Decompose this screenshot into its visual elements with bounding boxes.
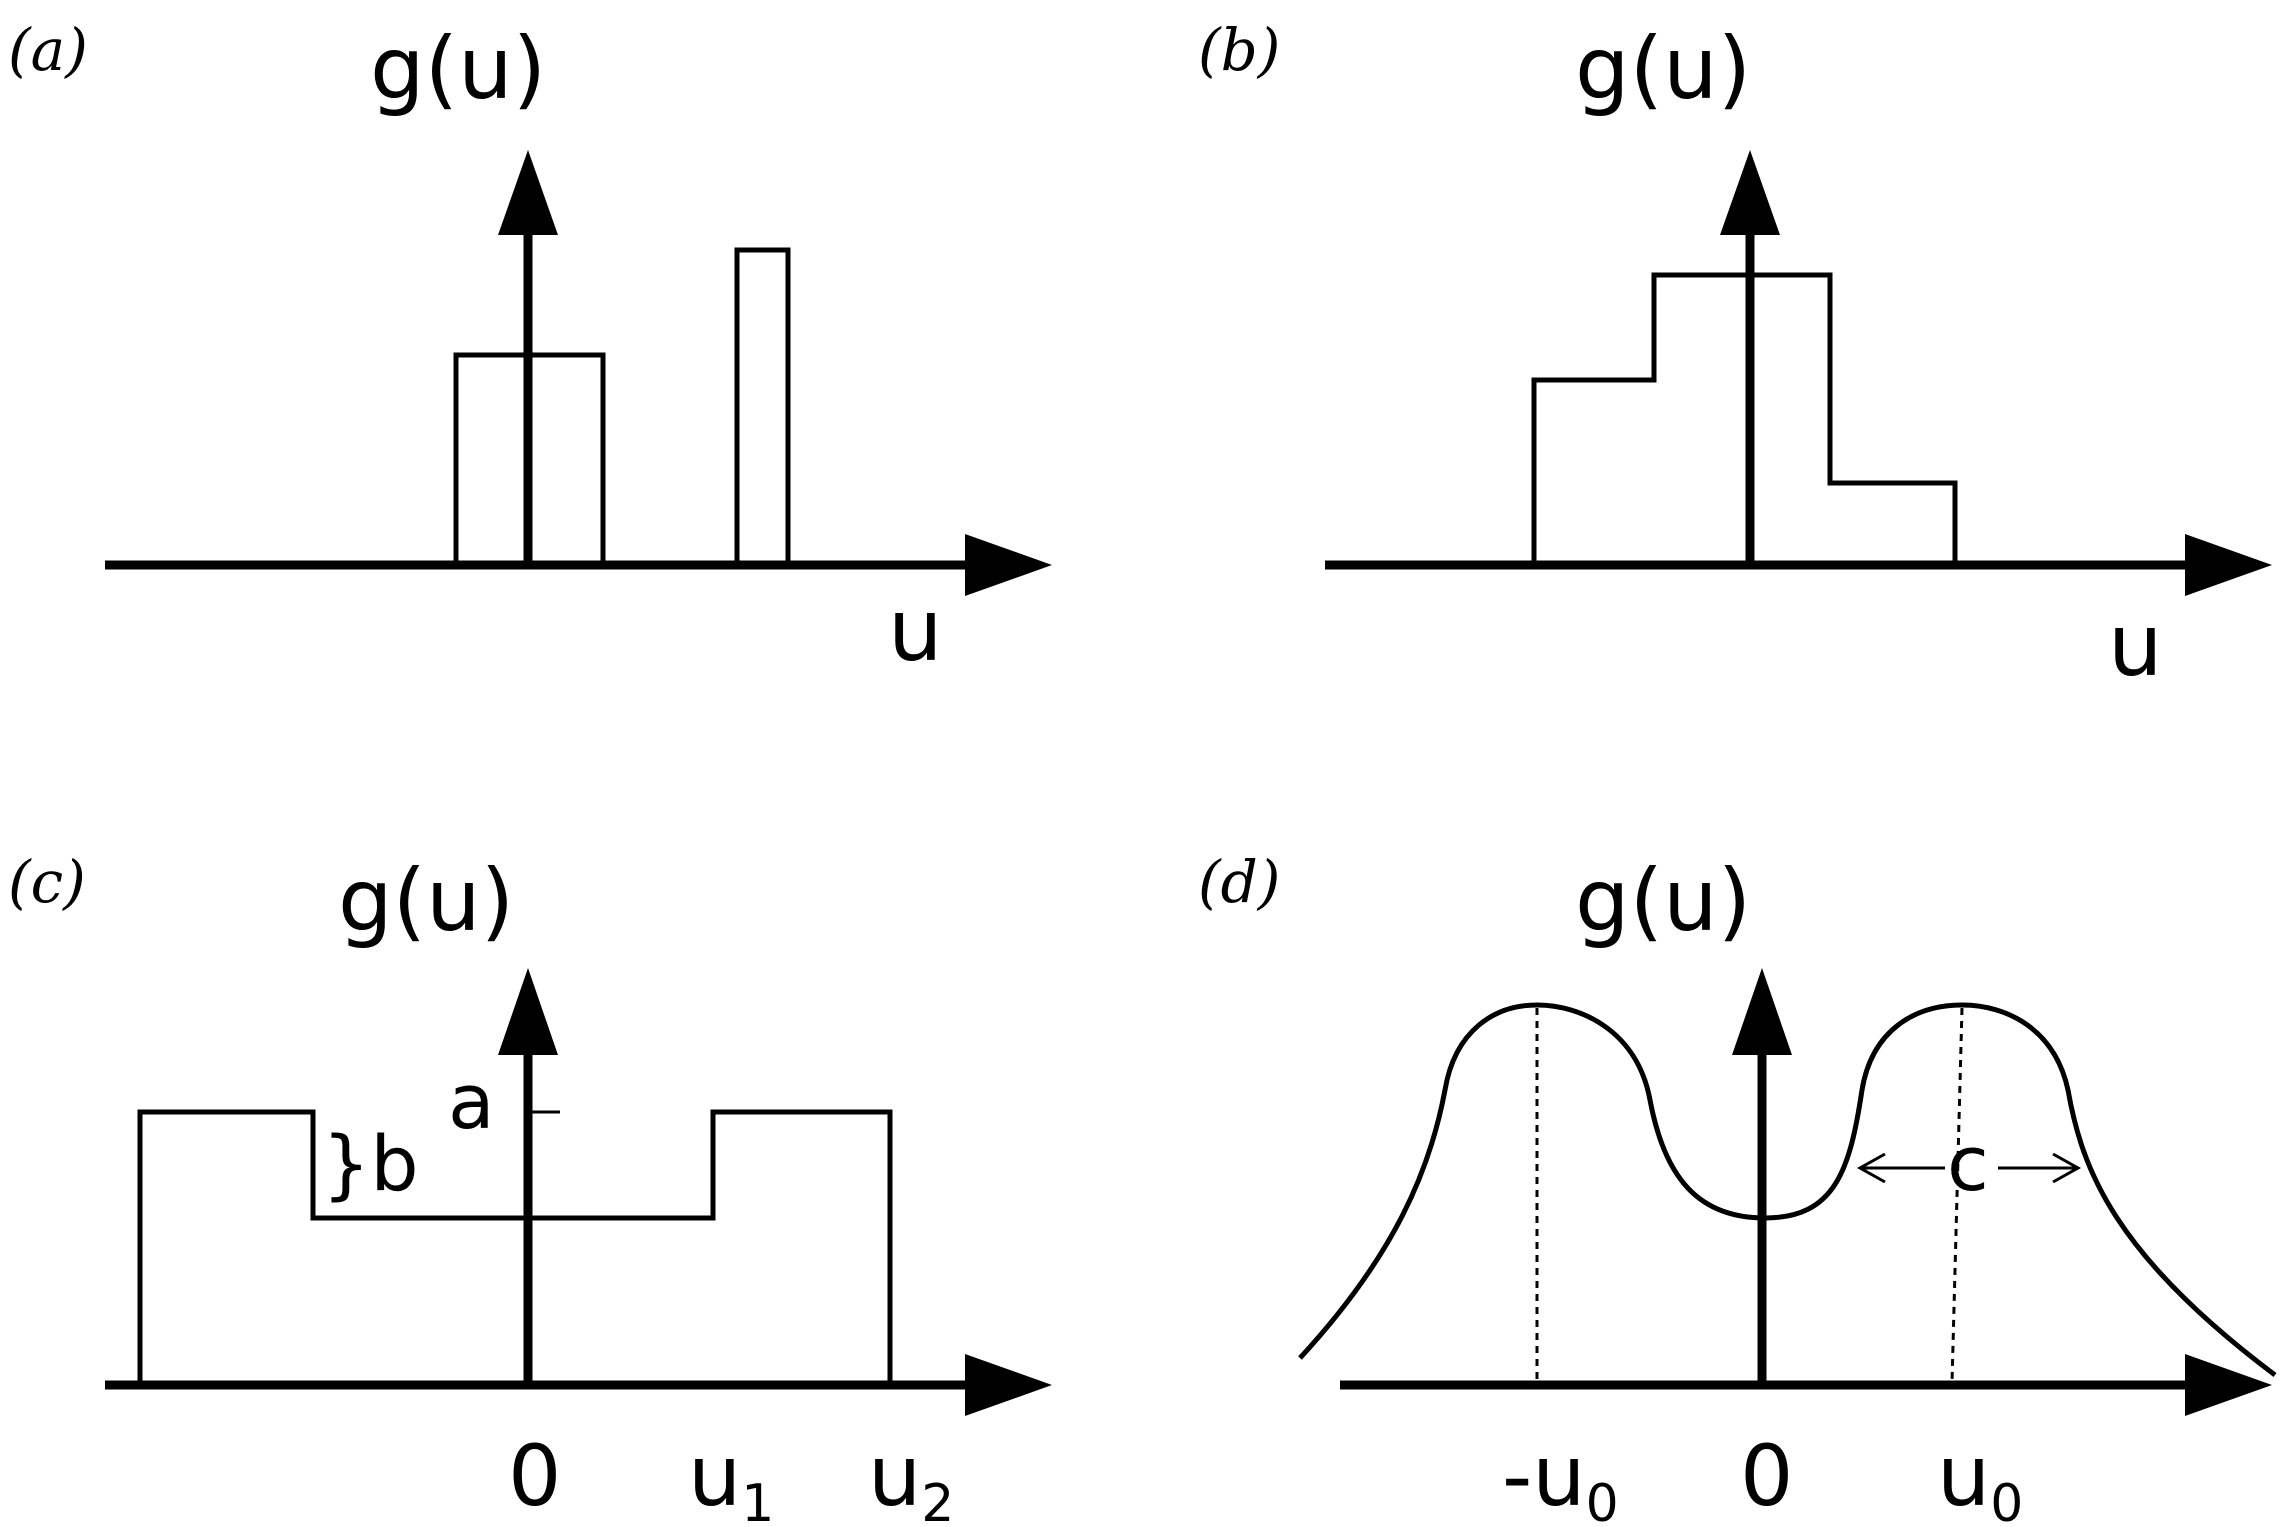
panel-a-tag: (a) bbox=[8, 16, 88, 84]
panel-c-y-label: g(u) bbox=[338, 851, 514, 951]
panel-b-x-label: u bbox=[2108, 596, 2163, 696]
panel-d-y-arrowhead bbox=[1732, 968, 1792, 1055]
panel-c-y-arrowhead bbox=[498, 968, 558, 1055]
panel-d-x-arrowhead bbox=[2185, 1354, 2272, 1416]
panel-a-y-arrowhead bbox=[498, 150, 558, 235]
panel-d-double-hump-curve bbox=[1298, 1002, 2277, 1377]
panel-d-guide-u0 bbox=[1950, 1007, 1964, 1384]
panel-c-tick-u1-sub: 1 bbox=[741, 1474, 774, 1527]
panel-a-x-label: u bbox=[888, 581, 943, 681]
panel-d-tick-u0-base: u bbox=[1937, 1427, 1990, 1525]
panel-c-tick-0: 0 bbox=[508, 1427, 561, 1525]
panel-a-x-arrowhead bbox=[965, 534, 1052, 596]
panel-a: (a) g(u) u bbox=[8, 16, 1052, 681]
panel-b: (b) g(u) u bbox=[1198, 16, 2272, 696]
panel-d-tick-u0-sub: 0 bbox=[1990, 1474, 2023, 1527]
panel-c-tick-u2-base: u bbox=[868, 1427, 921, 1525]
panel-d-label-c: c bbox=[1947, 1119, 1989, 1208]
panel-b-y-arrowhead bbox=[1720, 150, 1780, 235]
panel-b-tag: (b) bbox=[1198, 16, 1280, 84]
panel-b-x-arrowhead bbox=[2185, 534, 2272, 596]
panel-a-narrow-rectangle bbox=[734, 247, 791, 565]
panel-a-y-label: g(u) bbox=[370, 19, 546, 119]
panel-c-tick-u2: u2 bbox=[868, 1427, 954, 1527]
panel-c-tick-u2-sub: 2 bbox=[921, 1474, 954, 1527]
panel-c-step-distribution bbox=[137, 1109, 893, 1385]
panel-d-tick-u0: u0 bbox=[1937, 1427, 2023, 1527]
panel-d-width-c-arrowhead-left bbox=[1856, 1152, 1886, 1184]
panel-d-tick-0: 0 bbox=[1740, 1427, 1793, 1525]
panel-c-tick-u1: u1 bbox=[688, 1427, 774, 1527]
panel-c-x-arrowhead bbox=[965, 1354, 1052, 1416]
panel-a-central-rectangle bbox=[453, 352, 606, 565]
panel-b-step-distribution bbox=[1531, 272, 1958, 565]
panel-c-tag: (c) bbox=[8, 848, 86, 916]
panel-b-y-label: g(u) bbox=[1575, 19, 1751, 119]
panel-c: (c) g(u) a }b 0 u1 u2 bbox=[8, 848, 1052, 1527]
panel-d-tick-neg-u0: -u0 bbox=[1502, 1427, 1619, 1527]
panel-d-y-label: g(u) bbox=[1575, 851, 1751, 951]
panel-c-label-b: }b bbox=[322, 1119, 419, 1208]
panel-d-tick-neg-u0-base: -u bbox=[1502, 1427, 1586, 1525]
panel-c-label-a: a bbox=[448, 1057, 495, 1146]
panel-d: (d) g(u) c -u0 0 u0 bbox=[1198, 848, 2277, 1527]
panel-c-tick-u1-base: u bbox=[688, 1427, 741, 1525]
panel-d-width-c-arrowhead-right bbox=[2052, 1152, 2082, 1184]
panel-d-tick-neg-u0-sub: 0 bbox=[1586, 1474, 1619, 1527]
panel-d-tag: (d) bbox=[1198, 848, 1280, 916]
